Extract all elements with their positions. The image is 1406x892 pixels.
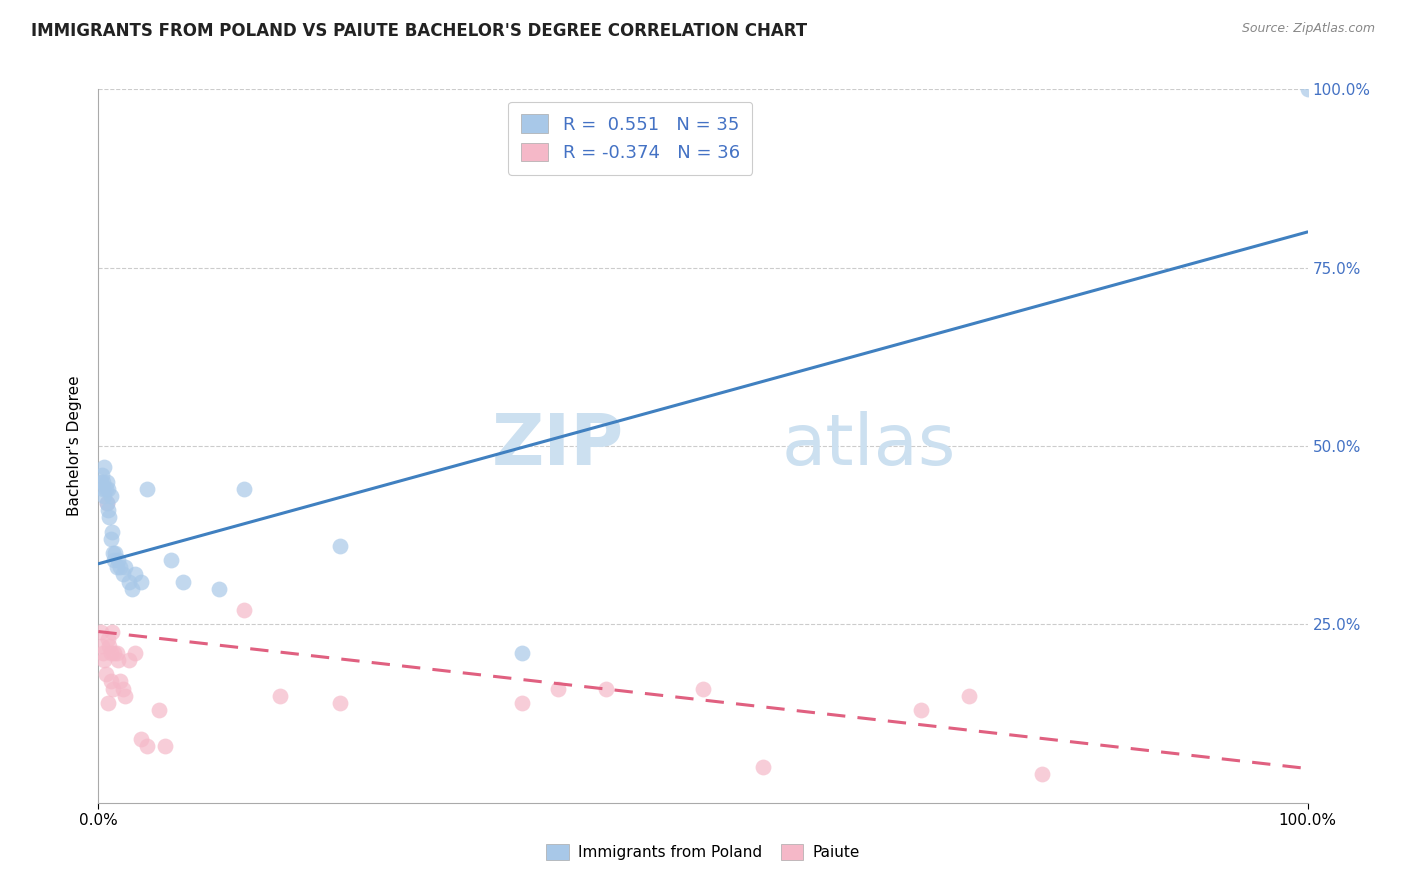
- Point: [957, 689, 980, 703]
- Point: [129, 731, 152, 746]
- Point: [100, 489, 122, 503]
- Point: [121, 582, 143, 596]
- Point: [329, 539, 352, 553]
- Point: [100, 674, 122, 689]
- Point: [97, 482, 120, 496]
- Point: [118, 653, 141, 667]
- Point: [91, 475, 114, 489]
- Point: [96, 496, 118, 510]
- Point: [91, 482, 114, 496]
- Point: [105, 560, 128, 574]
- Point: [910, 703, 932, 717]
- Point: [118, 574, 141, 589]
- Point: [94, 667, 117, 681]
- Point: [135, 739, 157, 753]
- Point: [692, 681, 714, 696]
- Point: [124, 646, 146, 660]
- Point: [91, 639, 114, 653]
- Point: [93, 489, 115, 503]
- Point: [108, 674, 131, 689]
- Point: [752, 760, 775, 774]
- Point: [232, 482, 254, 496]
- Point: [104, 546, 127, 560]
- Point: [97, 696, 120, 710]
- Point: [172, 574, 194, 589]
- Point: [510, 696, 533, 710]
- Point: [107, 653, 129, 667]
- Point: [90, 624, 112, 639]
- Point: [100, 524, 122, 539]
- Point: [103, 553, 125, 567]
- Point: [114, 560, 136, 574]
- Text: ZIP: ZIP: [492, 411, 624, 481]
- Point: [153, 739, 176, 753]
- Point: [101, 546, 124, 560]
- Point: [1296, 82, 1319, 96]
- Point: [111, 567, 134, 582]
- Point: [232, 603, 254, 617]
- Point: [1031, 767, 1053, 781]
- Point: [97, 503, 120, 517]
- Text: atlas: atlas: [782, 411, 956, 481]
- Point: [93, 460, 115, 475]
- Point: [91, 646, 114, 660]
- Point: [105, 646, 128, 660]
- Point: [547, 681, 569, 696]
- Point: [98, 639, 121, 653]
- Point: [129, 574, 152, 589]
- Point: [111, 681, 134, 696]
- Point: [100, 646, 122, 660]
- Point: [269, 689, 291, 703]
- Point: [96, 475, 118, 489]
- Legend: Immigrants from Poland, Paiute: Immigrants from Poland, Paiute: [540, 838, 866, 866]
- Text: IMMIGRANTS FROM POLAND VS PAIUTE BACHELOR'S DEGREE CORRELATION CHART: IMMIGRANTS FROM POLAND VS PAIUTE BACHELO…: [31, 22, 807, 40]
- Y-axis label: Bachelor's Degree: Bachelor's Degree: [67, 376, 83, 516]
- Point: [124, 567, 146, 582]
- Point: [160, 553, 183, 567]
- Point: [103, 646, 125, 660]
- Point: [100, 624, 122, 639]
- Point: [107, 553, 129, 567]
- Point: [98, 510, 121, 524]
- Point: [93, 653, 115, 667]
- Point: [100, 532, 122, 546]
- Point: [135, 482, 157, 496]
- Point: [97, 632, 120, 646]
- Point: [94, 482, 117, 496]
- Point: [90, 475, 112, 489]
- Point: [114, 689, 136, 703]
- Point: [108, 560, 131, 574]
- Point: [101, 681, 124, 696]
- Point: [329, 696, 352, 710]
- Point: [595, 681, 617, 696]
- Point: [91, 467, 114, 482]
- Point: [96, 496, 118, 510]
- Text: Source: ZipAtlas.com: Source: ZipAtlas.com: [1241, 22, 1375, 36]
- Point: [510, 646, 533, 660]
- Point: [148, 703, 170, 717]
- Point: [208, 582, 231, 596]
